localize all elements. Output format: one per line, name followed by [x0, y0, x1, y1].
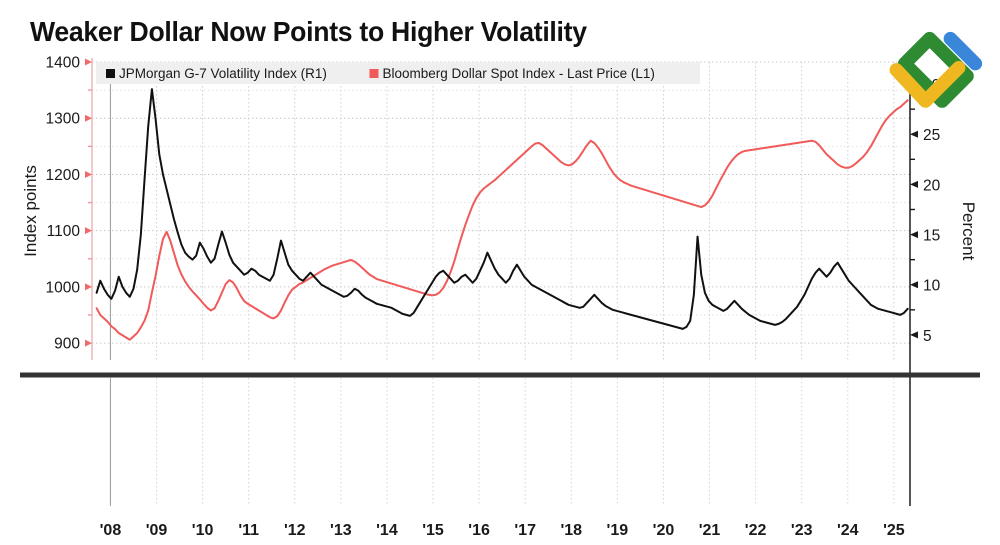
- right-axis-tick: [910, 130, 918, 138]
- left-axis-tick: [85, 114, 92, 122]
- right-axis-tick-label: 25: [923, 127, 940, 144]
- left-axis-tick: [85, 227, 92, 235]
- left-axis-tick: [85, 58, 92, 66]
- litefinance-logo: [889, 31, 983, 108]
- x-axis-tick-label: '19: [607, 522, 629, 539]
- x-axis-tick-label: '15: [422, 522, 444, 539]
- left-axis-tick: [85, 170, 92, 178]
- x-axis-tick-label: '11: [238, 522, 259, 539]
- left-axis-tick-label: 1200: [46, 167, 81, 184]
- x-axis-tick-label: '25: [883, 522, 905, 539]
- left-axis-tick-label: 900: [54, 336, 80, 353]
- right-axis-tick: [910, 180, 918, 188]
- left-axis-tick-label: 1400: [46, 55, 81, 72]
- right-axis-tick-label: 5: [923, 328, 932, 345]
- series-line-volatility-index: [95, 88, 909, 330]
- left-axis-tick-label: 1000: [46, 279, 81, 296]
- left-axis-tick-label: 1300: [46, 111, 81, 128]
- right-axis-tick-label: 15: [923, 228, 940, 245]
- left-axis-title: Index points: [21, 165, 40, 257]
- x-axis-tick-label: '20: [653, 522, 675, 539]
- right-axis-title: Percent: [959, 202, 978, 261]
- x-axis-tick-label: '18: [560, 522, 582, 539]
- x-axis-tick-label: '16: [468, 522, 490, 539]
- x-axis-tick-label: '14: [376, 522, 398, 539]
- x-axis-tick-label: '24: [837, 522, 859, 539]
- right-axis-tick-label: 20: [923, 177, 941, 194]
- legend-label: Bloomberg Dollar Spot Index - Last Price…: [382, 66, 654, 81]
- legend-background: [96, 62, 700, 84]
- x-axis-tick-label: '21: [699, 522, 721, 539]
- left-axis-tick: [85, 283, 92, 291]
- legend-label: JPMorgan G-7 Volatility Index (R1): [119, 66, 327, 81]
- x-axis-tick-label: '23: [791, 522, 813, 539]
- right-axis-tick-label: 10: [923, 278, 941, 295]
- right-axis-tick: [910, 281, 918, 289]
- plot-background: [92, 62, 910, 360]
- left-axis-tick-label: 1100: [47, 223, 81, 240]
- x-axis-tick-label: '12: [284, 522, 306, 539]
- right-axis-tick: [910, 231, 918, 239]
- legend-swatch-volatility: [106, 69, 115, 78]
- left-axis-tick: [85, 339, 92, 347]
- x-axis-tick-label: '22: [745, 522, 767, 539]
- x-axis-tick-label: '17: [514, 522, 536, 539]
- x-axis-tick-label: '09: [146, 522, 168, 539]
- x-axis-tick-label: '10: [192, 522, 214, 539]
- series-line-dollar-index: [95, 99, 909, 341]
- legend-swatch-dollar: [369, 69, 379, 78]
- page-title: Weaker Dollar Now Points to Higher Volat…: [30, 16, 587, 47]
- x-axis-tick-label: '08: [100, 522, 122, 539]
- x-axis-tick-label: '13: [330, 522, 352, 539]
- right-axis-tick: [910, 331, 918, 339]
- chart-legend: JPMorgan G-7 Volatility Index (R1) Bloomb…: [96, 62, 700, 84]
